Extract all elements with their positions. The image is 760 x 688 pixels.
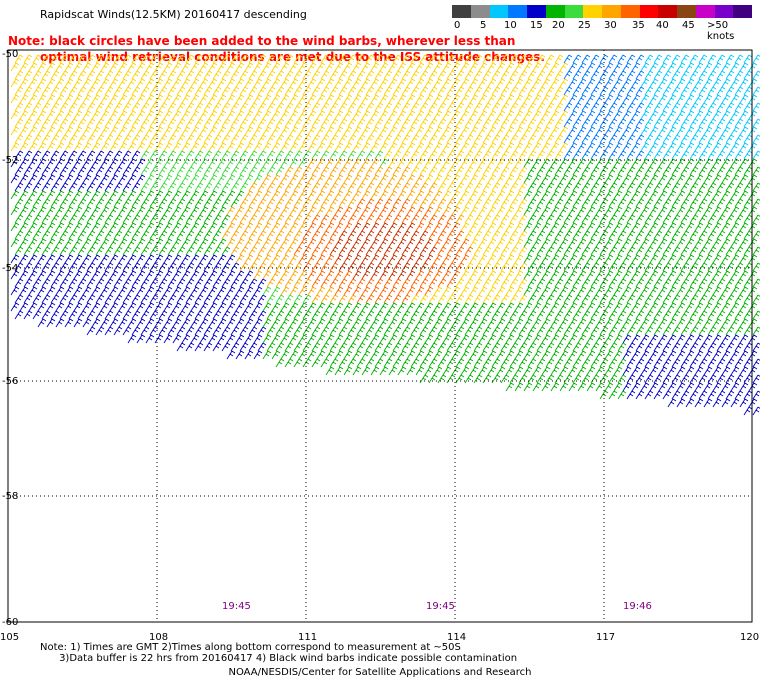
legend-label: >50 knots bbox=[707, 20, 735, 42]
map-labels: -50 -52 -54 -56 -58 -60 105 108 111 114 117 120 19:4… bbox=[0, 49, 759, 643]
wind-barb-group bbox=[10, 150, 760, 416]
legend-label: 5 bbox=[480, 20, 487, 31]
legend-swatch bbox=[545, 5, 565, 18]
legend-swatch bbox=[583, 5, 602, 18]
legend-label: 45 bbox=[682, 20, 695, 31]
legend-swatch bbox=[508, 5, 527, 18]
legend-labels: 0 5 10 15 20 25 30 35 40 45 >50 knots bbox=[452, 20, 752, 42]
map-frame bbox=[7, 49, 753, 623]
pass-time-label: 19:46 bbox=[623, 601, 652, 612]
wind-barb-group bbox=[640, 54, 760, 160]
footnote: Note: 1) Times are GMT 2)Times along bot… bbox=[40, 642, 517, 664]
latitude-label: -50 bbox=[2, 49, 18, 60]
wind-barb-group bbox=[10, 54, 569, 304]
legend-color-bar bbox=[452, 5, 752, 18]
credit-line: NOAA/NESDIS/Center for Satellite Applica… bbox=[228, 667, 532, 678]
legend-label: 35 bbox=[632, 20, 645, 31]
pass-time-label: 19:45 bbox=[222, 601, 251, 612]
latitude-label: -54 bbox=[2, 263, 18, 274]
longitude-label: 120 bbox=[740, 632, 759, 643]
legend-label: 15 bbox=[530, 20, 543, 31]
warning-note-line-1: Note: black circles have been added to t… bbox=[8, 34, 516, 48]
longitude-label: 108 bbox=[149, 632, 168, 643]
wind-barb-group bbox=[329, 222, 438, 280]
legend-swatch bbox=[527, 5, 546, 18]
latitude-label: -60 bbox=[2, 617, 18, 628]
longitude-label: 111 bbox=[298, 632, 317, 643]
legend-swatch bbox=[695, 5, 715, 18]
latitude-label: -56 bbox=[2, 376, 18, 387]
legend-swatch bbox=[620, 5, 640, 18]
wind-speed-legend: 0 5 10 15 20 25 30 35 40 45 >50 knots bbox=[452, 5, 752, 42]
wind-barb-group bbox=[563, 54, 645, 160]
legend-swatch bbox=[489, 5, 509, 18]
legend-swatch bbox=[714, 5, 734, 18]
legend-label: 40 bbox=[656, 20, 669, 31]
legend-label: 20 bbox=[552, 20, 565, 31]
legend-swatch bbox=[658, 5, 677, 18]
longitude-label: 117 bbox=[596, 632, 615, 643]
longitude-label: 114 bbox=[447, 632, 466, 643]
map-title: Rapidscat Winds(12.5KM) 20160417 descend… bbox=[40, 8, 307, 21]
footnote-line-1: Note: 1) Times are GMT 2)Times along bot… bbox=[40, 642, 461, 653]
wind-barb-group bbox=[293, 198, 474, 304]
pass-time-label: 19:45 bbox=[426, 601, 455, 612]
longitude-label: 105 bbox=[0, 632, 19, 643]
legend-swatch bbox=[639, 5, 659, 18]
wind-barb-group bbox=[221, 158, 465, 304]
legend-label: 0 bbox=[454, 20, 461, 31]
footnote-line-2: 3)Data buffer is 22 hrs from 20160417 4)… bbox=[40, 653, 518, 664]
legend-swatch bbox=[733, 5, 752, 18]
legend-label: 30 bbox=[604, 20, 617, 31]
latitude-label: -52 bbox=[2, 155, 18, 166]
legend-swatch bbox=[564, 5, 584, 18]
legend-swatch bbox=[470, 5, 490, 18]
latitude-label: -58 bbox=[2, 491, 18, 502]
legend-label: 25 bbox=[578, 20, 591, 31]
legend-label: 10 bbox=[504, 20, 517, 31]
wind-barb-group bbox=[10, 158, 760, 400]
wind-barbs-layer bbox=[10, 54, 760, 416]
legend-swatch bbox=[602, 5, 621, 18]
legend-swatch bbox=[677, 5, 696, 18]
legend-swatch bbox=[452, 5, 471, 18]
map-grid bbox=[8, 50, 752, 622]
